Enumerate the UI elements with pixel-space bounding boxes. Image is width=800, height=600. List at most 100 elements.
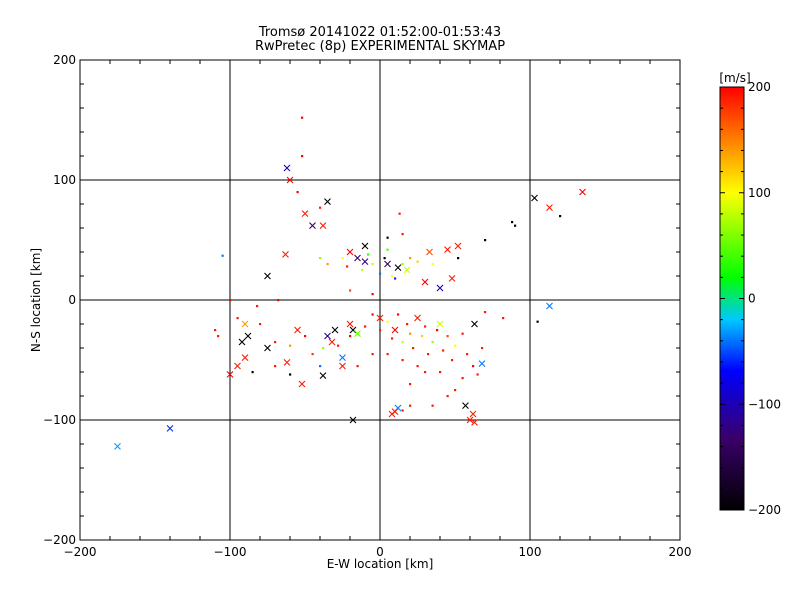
dot-point xyxy=(424,371,427,374)
cross-point xyxy=(324,332,331,340)
cross-point xyxy=(414,314,421,322)
cross-point xyxy=(114,443,121,450)
dot-point xyxy=(251,371,254,374)
dot-point xyxy=(436,329,439,332)
dot-point xyxy=(398,212,401,215)
dot-point xyxy=(217,335,220,338)
cross-point xyxy=(349,416,357,424)
dot-point xyxy=(274,341,277,344)
dot-point xyxy=(311,353,314,356)
colorbar-label: [m/s] xyxy=(719,71,750,85)
dot-point xyxy=(451,359,454,362)
y-tick-label: 200 xyxy=(53,53,76,67)
dot-point xyxy=(236,317,239,320)
colorbar-tick-label: 0 xyxy=(748,292,756,306)
dot-point xyxy=(296,191,299,194)
cross-point xyxy=(339,362,346,370)
cross-point xyxy=(421,278,429,286)
dot-point xyxy=(461,377,464,380)
dot-point xyxy=(386,320,389,323)
cross-point xyxy=(331,326,339,334)
dot-point xyxy=(326,263,329,266)
dot-point xyxy=(431,341,434,344)
dot-point xyxy=(461,332,464,335)
dot-point xyxy=(337,344,340,347)
dot-point xyxy=(442,349,445,352)
dot-point xyxy=(481,347,484,350)
cross-point xyxy=(579,188,586,196)
dot-point xyxy=(371,313,374,316)
cross-point xyxy=(546,302,553,310)
cross-point xyxy=(466,416,474,424)
dot-point xyxy=(536,320,539,323)
colorbar-tick-label: 200 xyxy=(748,80,771,94)
cross-point xyxy=(469,410,477,418)
cross-point xyxy=(241,354,249,361)
dot-point xyxy=(401,409,404,412)
dot-point xyxy=(401,233,404,236)
cross-point xyxy=(294,326,301,334)
dot-point xyxy=(386,248,389,251)
dot-point xyxy=(409,257,412,260)
cross-point xyxy=(354,330,361,337)
dot-point xyxy=(289,373,292,376)
dot-point xyxy=(431,404,434,407)
cross-point xyxy=(361,242,369,250)
dot-point xyxy=(421,335,424,338)
dot-point xyxy=(319,206,322,209)
data-points xyxy=(114,116,586,450)
dot-point xyxy=(401,359,404,362)
x-tick-label: 100 xyxy=(519,545,542,559)
cross-point xyxy=(319,222,327,229)
dot-point xyxy=(214,329,217,332)
cross-point xyxy=(403,266,411,274)
cross-point xyxy=(264,272,271,280)
cross-point xyxy=(309,222,316,229)
cross-point xyxy=(244,332,252,340)
cross-point xyxy=(241,320,249,328)
dot-point xyxy=(454,389,457,392)
colorbar-tick-label: −200 xyxy=(748,503,781,517)
cross-point xyxy=(301,210,309,217)
dot-point xyxy=(364,325,367,328)
cross-point xyxy=(226,371,234,378)
cross-point xyxy=(462,402,469,409)
dot-point xyxy=(386,353,389,356)
cross-point xyxy=(361,258,369,265)
cross-point xyxy=(531,194,538,202)
x-axis-label: E-W location [km] xyxy=(327,557,434,571)
dot-point xyxy=(349,289,352,292)
cross-point xyxy=(339,354,346,361)
dot-point xyxy=(346,265,349,268)
cross-point xyxy=(444,246,451,253)
chart-subtitle: RwPretec (8p) EXPERIMENTAL SKYMAP xyxy=(255,39,505,54)
x-tick-label: −200 xyxy=(64,545,97,559)
cross-point xyxy=(436,320,444,328)
cross-point xyxy=(448,275,456,282)
cross-point xyxy=(478,360,486,367)
y-tick-label: 0 xyxy=(68,293,76,307)
cross-point xyxy=(264,344,271,352)
dot-point xyxy=(401,341,404,344)
dot-point xyxy=(409,332,412,335)
grid-lines xyxy=(80,60,680,540)
dot-point xyxy=(431,263,434,266)
dot-point xyxy=(427,353,430,356)
dot-point xyxy=(301,116,304,119)
cross-point xyxy=(286,176,294,184)
dot-point xyxy=(221,254,224,257)
axis-ticks: −200 −100 0 100 200 −200 −100 0 100 200 xyxy=(43,53,691,559)
cross-point xyxy=(283,164,291,172)
dot-point xyxy=(386,236,389,239)
chart-title: Tromsø 20141022 01:52:00-01:53:43 xyxy=(258,25,501,40)
cross-point xyxy=(354,254,361,262)
cross-point xyxy=(234,362,241,370)
dot-point xyxy=(371,263,374,266)
cross-point xyxy=(346,320,354,328)
cross-point xyxy=(238,338,246,346)
dot-point xyxy=(397,313,400,316)
dot-point xyxy=(409,383,412,386)
dot-point xyxy=(371,353,374,356)
cross-point xyxy=(426,248,433,256)
